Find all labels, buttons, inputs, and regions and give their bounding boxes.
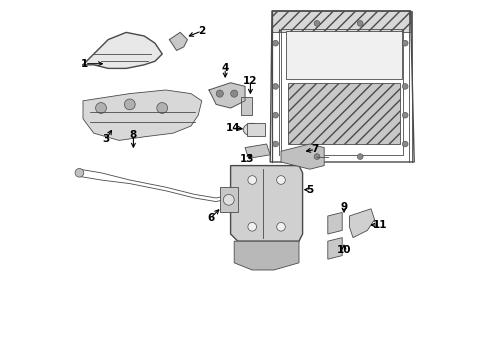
Circle shape	[314, 154, 320, 159]
Text: 2: 2	[198, 26, 205, 36]
Text: 12: 12	[243, 76, 258, 86]
Text: 6: 6	[207, 213, 215, 223]
Text: 3: 3	[103, 134, 110, 144]
Polygon shape	[288, 83, 400, 144]
Circle shape	[231, 90, 238, 97]
Circle shape	[402, 84, 408, 89]
Text: 4: 4	[221, 63, 229, 73]
Text: 1: 1	[81, 59, 88, 69]
Circle shape	[273, 112, 278, 118]
Circle shape	[357, 154, 363, 159]
Text: 7: 7	[312, 144, 319, 154]
Polygon shape	[234, 241, 299, 270]
Circle shape	[216, 90, 223, 97]
Circle shape	[402, 112, 408, 118]
Circle shape	[75, 168, 84, 177]
Ellipse shape	[243, 123, 261, 136]
Circle shape	[96, 103, 106, 113]
Circle shape	[248, 176, 257, 184]
Text: 13: 13	[240, 154, 254, 164]
Polygon shape	[286, 31, 402, 79]
Circle shape	[314, 21, 320, 26]
Circle shape	[357, 21, 363, 26]
Bar	[247, 123, 265, 136]
Text: 5: 5	[306, 185, 314, 195]
Polygon shape	[245, 144, 270, 158]
Circle shape	[223, 194, 234, 205]
Circle shape	[124, 99, 135, 110]
Polygon shape	[281, 144, 324, 169]
Polygon shape	[328, 212, 342, 234]
Text: 10: 10	[337, 245, 351, 255]
Circle shape	[273, 141, 278, 147]
Text: 11: 11	[373, 220, 387, 230]
Circle shape	[273, 40, 278, 46]
Polygon shape	[83, 32, 162, 68]
Bar	[242, 97, 252, 115]
Circle shape	[277, 222, 285, 231]
Circle shape	[248, 222, 257, 231]
Circle shape	[402, 40, 408, 46]
Polygon shape	[170, 32, 187, 50]
Text: 8: 8	[130, 130, 137, 140]
Polygon shape	[328, 238, 342, 259]
Text: 14: 14	[226, 123, 241, 133]
Circle shape	[273, 84, 278, 89]
Circle shape	[157, 103, 168, 113]
Polygon shape	[83, 90, 202, 140]
Text: 9: 9	[341, 202, 347, 212]
Polygon shape	[349, 209, 374, 238]
Polygon shape	[272, 11, 411, 32]
Bar	[220, 187, 238, 212]
Circle shape	[402, 141, 408, 147]
Polygon shape	[209, 83, 245, 108]
Polygon shape	[231, 166, 303, 241]
Circle shape	[277, 176, 285, 184]
